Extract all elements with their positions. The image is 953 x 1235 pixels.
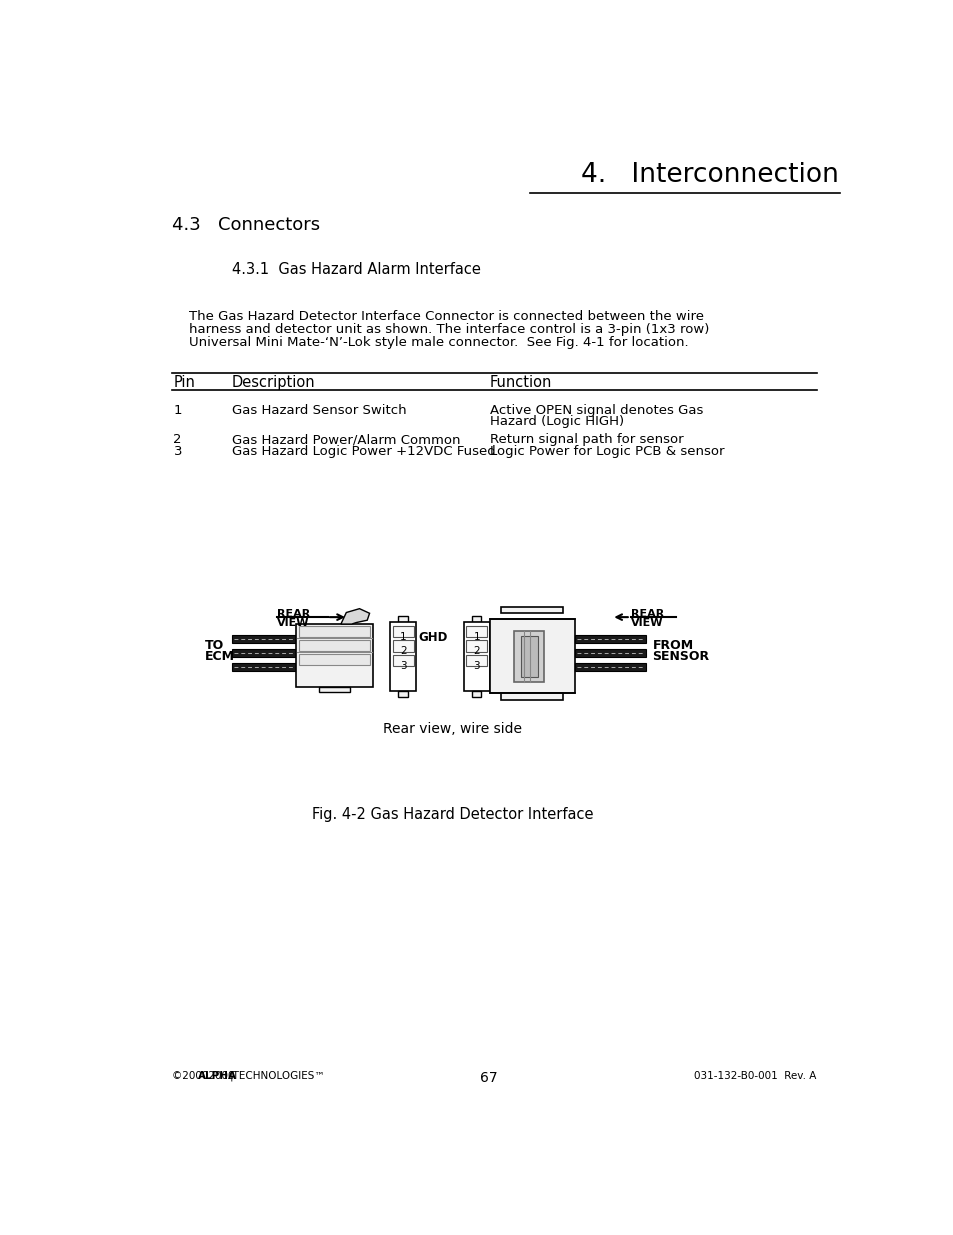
Text: 2: 2: [473, 646, 479, 656]
Bar: [397, 615, 407, 621]
Text: REAR: REAR: [630, 609, 663, 619]
Text: ECM: ECM: [204, 651, 234, 663]
Bar: [390, 621, 416, 692]
Bar: [575, 662, 645, 671]
Text: 031-132-B0-001  Rev. A: 031-132-B0-001 Rev. A: [694, 1071, 816, 1081]
Text: REAR: REAR: [277, 609, 311, 619]
Text: Rear view, wire side: Rear view, wire side: [382, 721, 521, 736]
Text: Universal Mini Mate-‘N’-Lok style male connector.  See Fig. 4-1 for location.: Universal Mini Mate-‘N’-Lok style male c…: [172, 336, 688, 350]
Text: ALPHA: ALPHA: [198, 1071, 237, 1081]
Bar: [393, 640, 414, 652]
Bar: [393, 626, 414, 637]
Bar: [466, 655, 487, 667]
Bar: [520, 636, 537, 677]
Text: Hazard (Logic HIGH): Hazard (Logic HIGH): [489, 415, 623, 427]
Polygon shape: [340, 609, 369, 624]
Text: 3: 3: [473, 661, 479, 671]
Bar: [298, 626, 370, 637]
Text: 4.3   Connectors: 4.3 Connectors: [172, 216, 320, 233]
Text: 4.   Interconnection: 4. Interconnection: [580, 162, 838, 188]
Bar: [472, 692, 480, 698]
Text: Return signal path for sensor: Return signal path for sensor: [489, 433, 682, 446]
Bar: [232, 635, 295, 643]
Bar: [500, 608, 562, 614]
Text: harness and detector unit as shown. The interface control is a 3-pin (1x3 row): harness and detector unit as shown. The …: [172, 324, 709, 336]
Bar: [514, 631, 543, 682]
Text: SENSOR: SENSOR: [652, 651, 709, 663]
Bar: [298, 640, 370, 651]
Text: Gas Hazard Power/Alarm Common: Gas Hazard Power/Alarm Common: [232, 433, 459, 446]
Text: The Gas Hazard Detector Interface Connector is connected between the wire: The Gas Hazard Detector Interface Connec…: [172, 310, 703, 322]
Text: ©20002000: ©20002000: [172, 1071, 237, 1081]
Bar: [393, 655, 414, 667]
Text: Logic Power for Logic PCB & sensor: Logic Power for Logic PCB & sensor: [489, 446, 723, 458]
Bar: [466, 640, 487, 652]
Text: 1: 1: [473, 632, 479, 642]
Text: 4.3.1  Gas Hazard Alarm Interface: 4.3.1 Gas Hazard Alarm Interface: [232, 262, 480, 277]
Text: FROM: FROM: [652, 638, 693, 652]
Text: 3: 3: [399, 661, 406, 671]
Bar: [319, 687, 350, 692]
Text: 1: 1: [399, 632, 406, 642]
Text: 1: 1: [173, 404, 182, 417]
Bar: [232, 662, 295, 671]
Text: 3: 3: [173, 446, 182, 458]
Text: 67: 67: [479, 1071, 497, 1084]
Text: Gas Hazard Logic Power +12VDC Fused: Gas Hazard Logic Power +12VDC Fused: [232, 446, 495, 458]
Bar: [472, 615, 480, 621]
Bar: [295, 624, 373, 687]
Text: 2: 2: [173, 433, 182, 446]
Text: 2: 2: [399, 646, 406, 656]
Bar: [466, 626, 487, 637]
Bar: [464, 621, 489, 692]
Text: Fig. 4-2 Gas Hazard Detector Interface: Fig. 4-2 Gas Hazard Detector Interface: [312, 806, 593, 821]
Text: TO: TO: [204, 638, 224, 652]
Text: Gas Hazard Sensor Switch: Gas Hazard Sensor Switch: [232, 404, 406, 417]
Bar: [575, 648, 645, 657]
Text: Active OPEN signal denotes Gas: Active OPEN signal denotes Gas: [489, 404, 702, 417]
Text: Function: Function: [489, 375, 552, 390]
Text: VIEW: VIEW: [277, 618, 310, 627]
Bar: [298, 655, 370, 664]
Bar: [397, 692, 407, 698]
Bar: [489, 620, 575, 693]
Text: VIEW: VIEW: [630, 618, 662, 627]
Text: GHD: GHD: [418, 631, 447, 643]
Text: |TECHNOLOGIES™: |TECHNOLOGIES™: [229, 1071, 325, 1081]
Text: Pin: Pin: [173, 375, 195, 390]
Bar: [232, 648, 295, 657]
Bar: [500, 693, 562, 699]
Bar: [575, 635, 645, 643]
Text: Description: Description: [232, 375, 314, 390]
